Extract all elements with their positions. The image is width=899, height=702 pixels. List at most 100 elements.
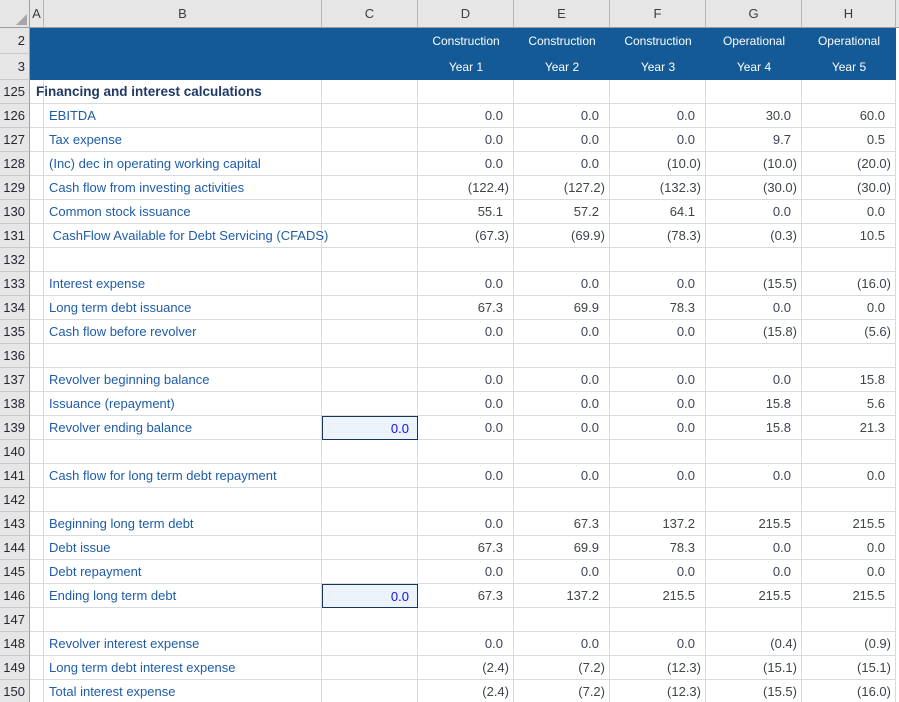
cell-A148[interactable] (30, 632, 44, 656)
cell-H140[interactable] (802, 440, 896, 464)
cell-C138[interactable] (322, 392, 418, 416)
cell-E132[interactable] (514, 248, 610, 272)
cell-H141[interactable]: 0.0 (802, 464, 896, 488)
cell-G129[interactable]: (30.0) (706, 176, 802, 200)
cell-E138[interactable]: 0.0 (514, 392, 610, 416)
cell-B141[interactable]: Cash flow for long term debt repayment (44, 464, 322, 488)
cell-H128[interactable]: (20.0) (802, 152, 896, 176)
cell-C150[interactable] (322, 680, 418, 702)
cell-A136[interactable] (30, 344, 44, 368)
cell-E128[interactable]: 0.0 (514, 152, 610, 176)
cell-G128[interactable]: (10.0) (706, 152, 802, 176)
cell-F129[interactable]: (132.3) (610, 176, 706, 200)
cell-D145[interactable]: 0.0 (418, 560, 514, 584)
period-header-F2[interactable]: Construction (624, 34, 692, 48)
cell-F137[interactable]: 0.0 (610, 368, 706, 392)
cell-C147[interactable] (322, 608, 418, 632)
row-header-135[interactable]: 135 (0, 320, 30, 344)
cell-E131[interactable]: (69.9) (514, 224, 610, 248)
cell-B150[interactable]: Total interest expense (44, 680, 322, 702)
cell-F141[interactable]: 0.0 (610, 464, 706, 488)
input-cell-C139[interactable]: 0.0 (322, 416, 418, 440)
cell-G125[interactable] (706, 80, 802, 104)
cell-A132[interactable] (30, 248, 44, 272)
cell-C148[interactable] (322, 632, 418, 656)
cell-E145[interactable]: 0.0 (514, 560, 610, 584)
period-header-E3[interactable]: Year 2 (544, 60, 580, 74)
cell-G130[interactable]: 0.0 (706, 200, 802, 224)
column-header-G[interactable]: G (706, 0, 802, 27)
cell-H135[interactable]: (5.6) (802, 320, 896, 344)
cell-G127[interactable]: 9.7 (706, 128, 802, 152)
cell-C141[interactable] (322, 464, 418, 488)
cell-B134[interactable]: Long term debt issuance (44, 296, 322, 320)
cell-F135[interactable]: 0.0 (610, 320, 706, 344)
cell-E134[interactable]: 69.9 (514, 296, 610, 320)
cell-G140[interactable] (706, 440, 802, 464)
row-header-149[interactable]: 149 (0, 656, 30, 680)
row-header-139[interactable]: 139 (0, 416, 30, 440)
cell-H148[interactable]: (0.9) (802, 632, 896, 656)
cell-C133[interactable] (322, 272, 418, 296)
cell-E126[interactable]: 0.0 (514, 104, 610, 128)
cell-E140[interactable] (514, 440, 610, 464)
cell-E137[interactable]: 0.0 (514, 368, 610, 392)
cell-H136[interactable] (802, 344, 896, 368)
cell-B130[interactable]: Common stock issuance (44, 200, 322, 224)
cell-A138[interactable] (30, 392, 44, 416)
cell-F144[interactable]: 78.3 (610, 536, 706, 560)
cell-B132[interactable] (44, 248, 322, 272)
cell-B147[interactable] (44, 608, 322, 632)
cell-D135[interactable]: 0.0 (418, 320, 514, 344)
row-header-2[interactable]: 2 (0, 28, 30, 54)
cell-C137[interactable] (322, 368, 418, 392)
cell-H129[interactable]: (30.0) (802, 176, 896, 200)
cell-E135[interactable]: 0.0 (514, 320, 610, 344)
cell-D136[interactable] (418, 344, 514, 368)
cell-A125[interactable]: Financing and interest calculations (30, 80, 262, 104)
cell-C126[interactable] (322, 104, 418, 128)
cell-G138[interactable]: 15.8 (706, 392, 802, 416)
cell-A140[interactable] (30, 440, 44, 464)
cell-H143[interactable]: 215.5 (802, 512, 896, 536)
cell-C143[interactable] (322, 512, 418, 536)
cell-G144[interactable]: 0.0 (706, 536, 802, 560)
cell-D130[interactable]: 55.1 (418, 200, 514, 224)
cell-A141[interactable] (30, 464, 44, 488)
cell-A149[interactable] (30, 656, 44, 680)
cell-B133[interactable]: Interest expense (44, 272, 322, 296)
cell-E144[interactable]: 69.9 (514, 536, 610, 560)
cell-D126[interactable]: 0.0 (418, 104, 514, 128)
cell-E130[interactable]: 57.2 (514, 200, 610, 224)
row-header-128[interactable]: 128 (0, 152, 30, 176)
cell-G147[interactable] (706, 608, 802, 632)
row-header-146[interactable]: 146 (0, 584, 30, 608)
cell-H125[interactable] (802, 80, 896, 104)
row-header-145[interactable]: 145 (0, 560, 30, 584)
cell-A145[interactable] (30, 560, 44, 584)
cell-D149[interactable]: (2.4) (418, 656, 514, 680)
cell-G132[interactable] (706, 248, 802, 272)
cell-B144[interactable]: Debt issue (44, 536, 322, 560)
row-header-142[interactable]: 142 (0, 488, 30, 512)
cell-B142[interactable] (44, 488, 322, 512)
cell-A126[interactable] (30, 104, 44, 128)
cell-F136[interactable] (610, 344, 706, 368)
cell-G133[interactable]: (15.5) (706, 272, 802, 296)
cell-G137[interactable]: 0.0 (706, 368, 802, 392)
cell-F147[interactable] (610, 608, 706, 632)
cell-B126[interactable]: EBITDA (44, 104, 322, 128)
cell-F130[interactable]: 64.1 (610, 200, 706, 224)
cell-B131[interactable]: CashFlow Available for Debt Servicing (C… (44, 224, 328, 248)
cell-F127[interactable]: 0.0 (610, 128, 706, 152)
cell-B137[interactable]: Revolver beginning balance (44, 368, 322, 392)
period-header-D2[interactable]: Construction (432, 34, 500, 48)
cell-H138[interactable]: 5.6 (802, 392, 896, 416)
cell-D131[interactable]: (67.3) (418, 224, 514, 248)
cell-E127[interactable]: 0.0 (514, 128, 610, 152)
row-header-141[interactable]: 141 (0, 464, 30, 488)
cell-H134[interactable]: 0.0 (802, 296, 896, 320)
row-header-138[interactable]: 138 (0, 392, 30, 416)
cell-A133[interactable] (30, 272, 44, 296)
cell-F140[interactable] (610, 440, 706, 464)
